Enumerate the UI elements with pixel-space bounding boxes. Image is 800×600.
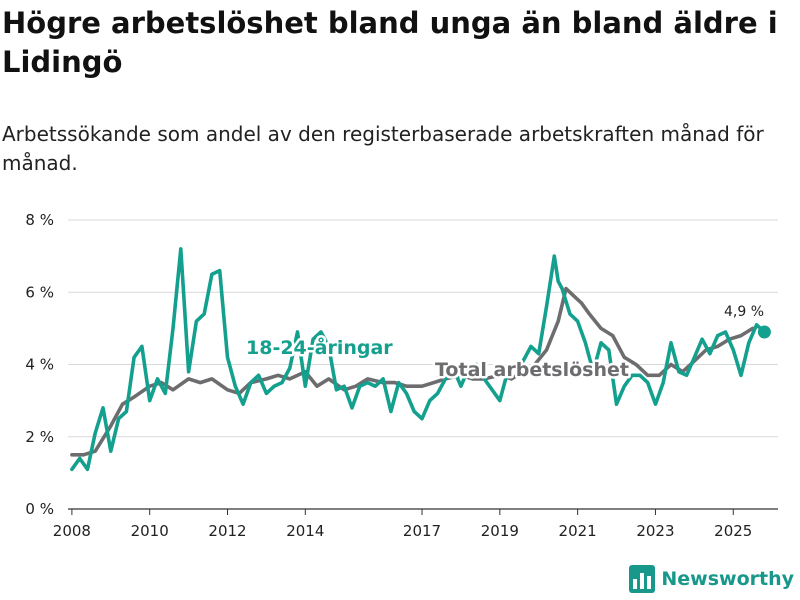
x-tick-label: 2019 [481, 522, 519, 540]
x-tick-label: 2025 [714, 522, 752, 540]
x-tick-label: 2010 [131, 522, 169, 540]
x-tick-label: 2014 [286, 522, 324, 540]
x-tick-label: 2021 [559, 522, 597, 540]
chart-series [70, 247, 771, 472]
last-value-dot [757, 325, 771, 339]
x-axis: 2008 2010 2012 2014 2017 2019 2021 2023 2025 [53, 509, 752, 540]
x-tick-label: 2012 [208, 522, 246, 540]
chart-title: Högre arbetslöshet bland unga än bland ä… [2, 6, 778, 79]
series-line-youth [70, 247, 767, 472]
newsworthy-logo: Newsworthy [629, 564, 794, 594]
grid-lines: 0 % 2 % 4 % 6 % 8 % [25, 211, 778, 518]
series-label-youth: 18-24-åringar [246, 335, 393, 359]
last-value-label: 4,9 % [724, 304, 764, 320]
y-tick-label: 8 % [25, 211, 54, 229]
y-tick-label: 4 % [25, 356, 54, 374]
y-tick-label: 6 % [25, 283, 54, 301]
y-tick-label: 0 % [25, 500, 54, 518]
series-line-total [70, 286, 755, 457]
line-chart: 0 % 2 % 4 % 6 % 8 % 2008 2010 2012 2014 2017 2019… [25, 211, 778, 540]
x-tick-label: 2008 [53, 522, 91, 540]
x-tick-label: 2023 [636, 522, 674, 540]
chart-subtitle: Arbetssökande som andel av den registerb… [2, 122, 764, 175]
series-labels: 18-24-åringar Total arbetslöshet 4,9 % [244, 302, 767, 384]
y-tick-label: 2 % [25, 428, 54, 446]
series-label-total: Total arbetslöshet [435, 359, 629, 381]
x-tick-label: 2017 [403, 522, 441, 540]
brand-name: Newsworthy [661, 568, 794, 590]
bar-chart-logo-icon [629, 565, 656, 593]
